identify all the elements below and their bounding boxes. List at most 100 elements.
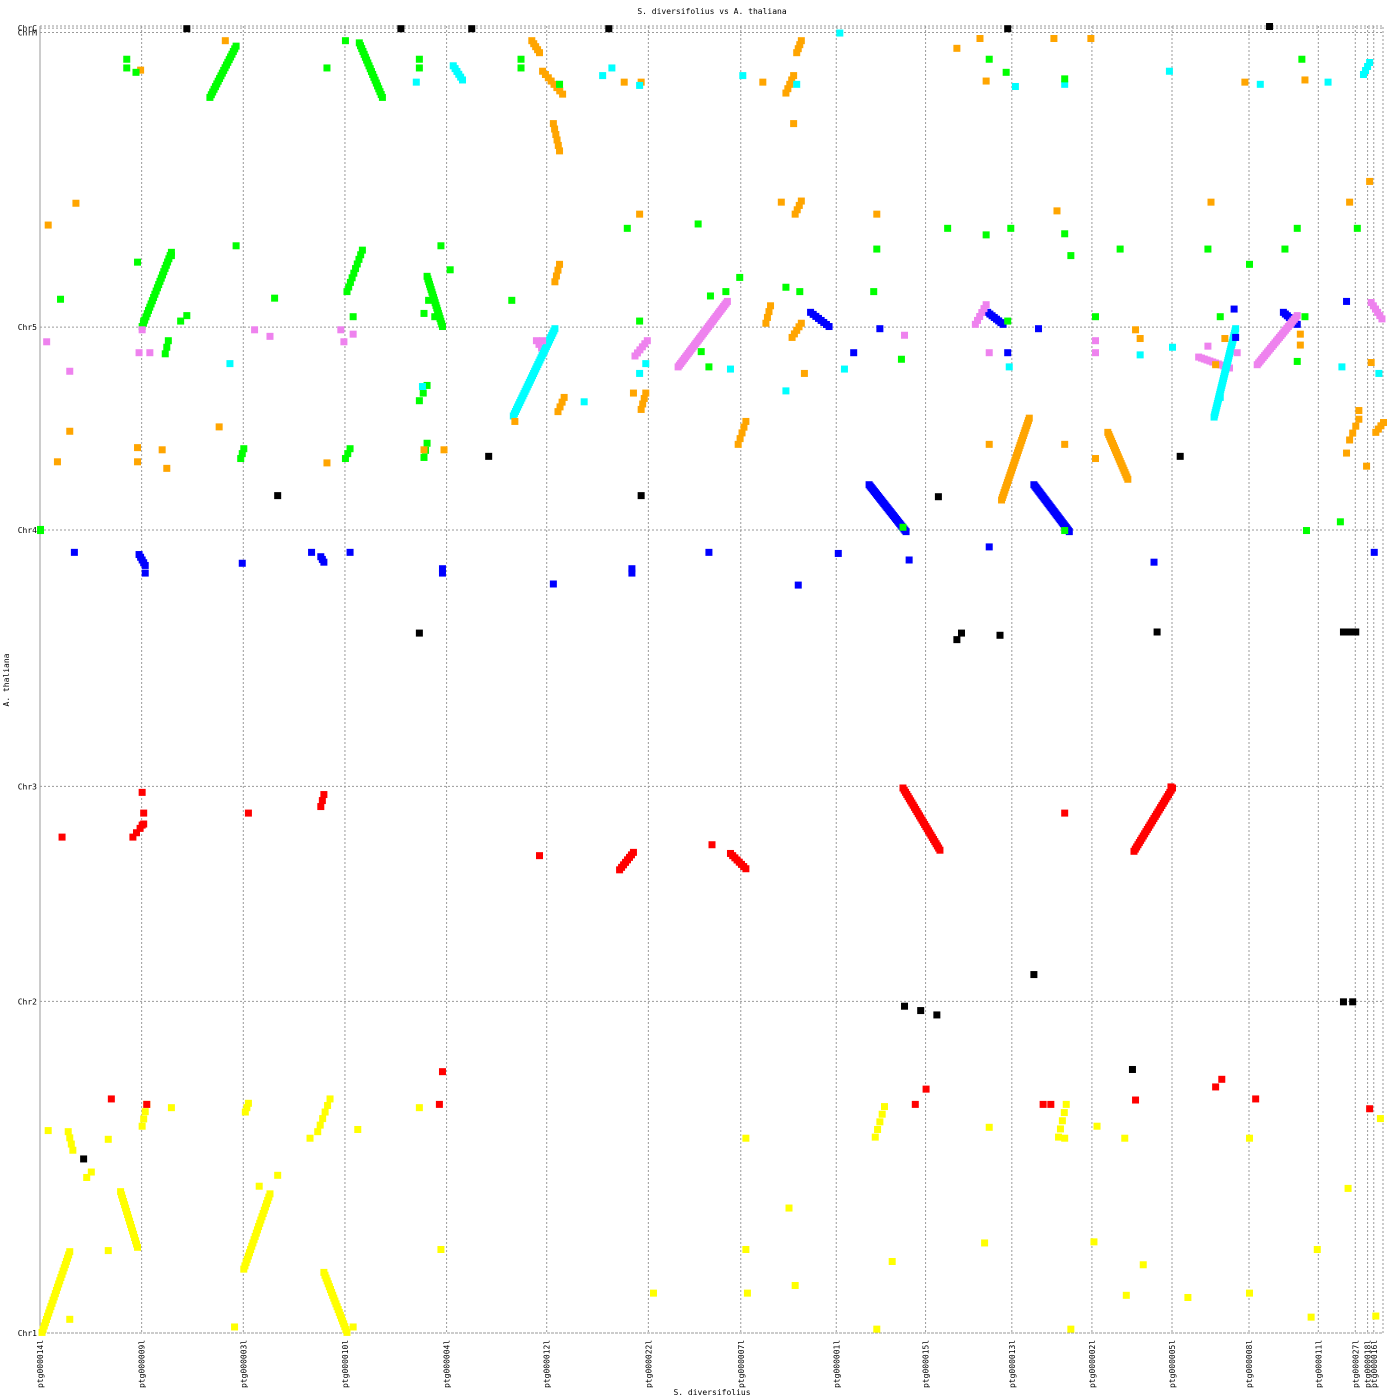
- x-tick-label: ptg000016l: [1370, 1340, 1379, 1388]
- dot-mark: [1367, 359, 1375, 367]
- dot-mark: [743, 1289, 751, 1297]
- dot-mark: [1004, 349, 1012, 357]
- dot-mark: [880, 1103, 888, 1111]
- dot-mark: [642, 360, 650, 368]
- dot-mark: [554, 408, 562, 416]
- dot-mark: [736, 273, 744, 281]
- dot-mark: [183, 25, 191, 33]
- dot-mark: [1050, 35, 1058, 43]
- dot-mark: [438, 323, 446, 331]
- dot-mark: [825, 323, 833, 331]
- dot-mark: [722, 288, 730, 296]
- dot-mark: [1056, 1125, 1064, 1133]
- x-tick-label: ptg000018l: [1364, 1340, 1373, 1388]
- dot-mark: [508, 296, 516, 304]
- dot-mark: [137, 66, 145, 74]
- dot-mark: [167, 252, 175, 260]
- dot-mark: [980, 305, 988, 313]
- dot-mark: [556, 403, 564, 411]
- dot-mark: [237, 455, 245, 463]
- dot-mark: [1281, 245, 1289, 253]
- dot-mark: [1091, 313, 1099, 321]
- dot-mark: [726, 365, 734, 373]
- dot-mark: [944, 224, 952, 232]
- dot-mark: [556, 260, 564, 268]
- dot-mark: [326, 1095, 334, 1103]
- dot-mark: [1298, 55, 1306, 63]
- dot-mark: [795, 201, 803, 209]
- dot-mark: [266, 332, 274, 340]
- dot-mark: [1296, 341, 1304, 349]
- dot-mark: [1002, 68, 1010, 76]
- dot-mark: [1121, 1134, 1129, 1142]
- dot-mark: [423, 381, 431, 389]
- dot-mark: [314, 1128, 322, 1136]
- dot-mark: [378, 93, 386, 101]
- dot-mark: [1124, 475, 1132, 483]
- dot-mark: [637, 492, 645, 500]
- dot-mark: [134, 458, 142, 466]
- dot-mark: [762, 319, 770, 327]
- dot-mark: [1093, 1122, 1101, 1130]
- dot-mark: [1167, 783, 1175, 791]
- dot-mark: [1376, 1115, 1384, 1123]
- dot-mark: [1005, 363, 1013, 371]
- x-tick-label: ptg000002l: [1088, 1340, 1097, 1388]
- dot-mark: [1030, 971, 1038, 979]
- dot-mark: [620, 78, 628, 86]
- dot-mark: [1380, 419, 1387, 427]
- dot-mark: [705, 548, 713, 556]
- dot-mark: [1241, 78, 1249, 86]
- x-tick-label: ptg000022l: [644, 1340, 653, 1388]
- dot-mark: [982, 77, 990, 85]
- dot-mark: [640, 395, 648, 403]
- dot-mark: [636, 81, 644, 89]
- dot-mark: [637, 405, 645, 413]
- dot-mark: [1139, 1261, 1147, 1269]
- dot-mark: [874, 1125, 882, 1133]
- dot-mark: [554, 141, 562, 149]
- dot-mark: [104, 1135, 112, 1143]
- dot-mark: [353, 260, 361, 268]
- dot-mark: [1366, 177, 1374, 185]
- dot-mark: [134, 444, 142, 452]
- dot-mark: [66, 1134, 74, 1142]
- dot-mark: [177, 317, 185, 325]
- dot-mark: [1216, 313, 1224, 321]
- dot-mark: [163, 464, 171, 472]
- dot-mark: [1301, 76, 1309, 84]
- dot-mark: [141, 561, 149, 569]
- dot-mark: [897, 355, 905, 363]
- dot-mark: [1293, 357, 1301, 365]
- dot-mark: [793, 80, 801, 88]
- dot-mark: [742, 865, 750, 873]
- dot-mark: [134, 258, 142, 266]
- dot-mark: [794, 45, 802, 53]
- dot-mark: [343, 288, 351, 296]
- dot-mark: [796, 288, 804, 296]
- dot-mark: [241, 1108, 249, 1116]
- y-tick-label: Chr4: [18, 526, 37, 535]
- dot-mark: [231, 1323, 239, 1331]
- dot-mark: [1336, 518, 1344, 526]
- dot-mark: [1004, 317, 1012, 325]
- x-tick-label: ptg000007l: [737, 1340, 746, 1388]
- dot-mark: [985, 349, 993, 357]
- dot-mark: [697, 348, 705, 356]
- dot-mark: [1233, 349, 1241, 357]
- x-tick-label: ptg000027l: [1351, 1340, 1360, 1388]
- dot-mark: [1132, 1096, 1140, 1104]
- dot-mark: [349, 1323, 357, 1331]
- dot-mark: [1339, 998, 1347, 1006]
- dot-mark: [138, 821, 146, 829]
- dot-mark: [850, 349, 858, 357]
- dot-mark: [140, 1115, 148, 1123]
- dot-mark: [790, 72, 798, 80]
- dot-mark: [623, 224, 631, 232]
- dot-mark: [133, 829, 141, 837]
- dot-mark: [1184, 1293, 1192, 1301]
- dot-mark: [580, 398, 588, 406]
- dot-mark: [1349, 429, 1357, 437]
- dot-mark: [1132, 326, 1140, 334]
